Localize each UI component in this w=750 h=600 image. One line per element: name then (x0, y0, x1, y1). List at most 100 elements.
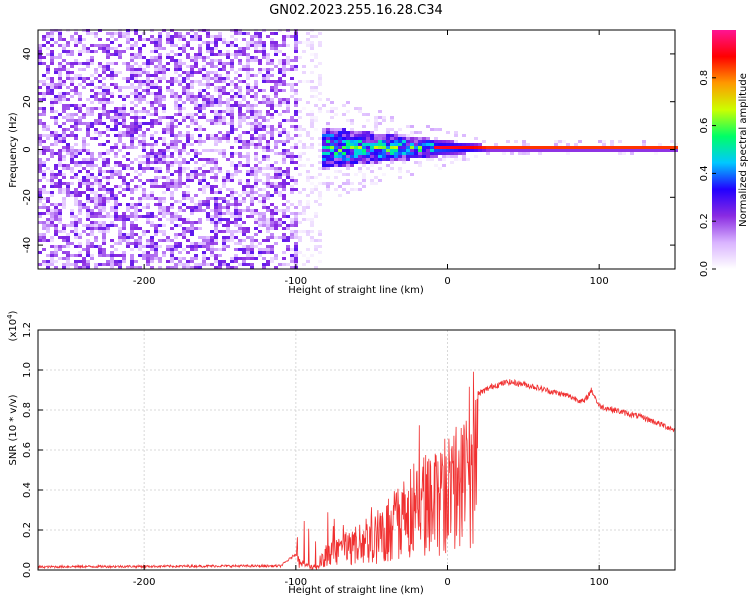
spectrogram-cell (230, 212, 234, 215)
spectrogram-cell (214, 158, 218, 161)
spectrogram-cell (330, 140, 334, 143)
spectrogram-cell (262, 263, 266, 266)
spectrogram-cell (254, 125, 258, 128)
spectrogram-cell (86, 263, 90, 266)
spectrogram-cell (146, 110, 150, 113)
spectrogram-cell (278, 236, 282, 239)
spectrogram-cell (214, 77, 218, 80)
spectrogram-cell (334, 161, 338, 164)
spectrogram-cell (94, 212, 98, 215)
spectrogram-cell (186, 176, 190, 179)
spectrogram-cell (94, 119, 98, 122)
spectrogram-cell (50, 236, 54, 239)
spectrogram-cell (186, 194, 190, 197)
spectrogram-cell (270, 212, 274, 215)
spectrogram-cell (38, 212, 42, 215)
spectrogram-cell (38, 188, 42, 191)
spectrogram-cell (278, 191, 282, 194)
spectrogram-cell (42, 134, 46, 137)
spectrogram-cell (134, 71, 138, 74)
spectrogram-cell (126, 113, 130, 116)
spectrogram-cell (482, 140, 486, 143)
spectrogram-cell (58, 77, 62, 80)
spectrogram-cell (62, 182, 66, 185)
spectrogram-cell (138, 167, 142, 170)
spectrogram-cell (286, 227, 290, 230)
spectrogram-cell (226, 209, 230, 212)
spectrogram-cell (42, 221, 46, 224)
spectrogram-cell (382, 155, 386, 158)
spectrogram-cell (206, 239, 210, 242)
spectrogram-cell (226, 239, 230, 242)
spectrogram-cell (166, 80, 170, 83)
spectrogram-cell (282, 197, 286, 200)
spectrogram-cell (130, 266, 134, 269)
spectrogram-cell (502, 152, 506, 155)
spectrogram-cell (194, 104, 198, 107)
spectrogram-cell (134, 170, 138, 173)
spectrogram-cell (154, 161, 158, 164)
spectrogram-cell (190, 116, 194, 119)
spectrogram-cell (150, 137, 154, 140)
spectrogram-cell (234, 257, 238, 260)
snr-ytick-label: 0.6 (22, 442, 33, 458)
spectrogram-cell (270, 89, 274, 92)
spectrogram-cell (262, 221, 266, 224)
spectrogram-cell (230, 239, 234, 242)
spectrogram-cell (358, 188, 362, 191)
spectrogram-cell (130, 140, 134, 143)
spectrogram-cell (246, 101, 250, 104)
spectrogram-cell (194, 173, 198, 176)
spectrogram-cell (102, 152, 106, 155)
spectrogram-cell (126, 218, 130, 221)
spectrogram-cell (330, 158, 334, 161)
spectrogram-cell (158, 62, 162, 65)
spectrogram-cell (250, 89, 254, 92)
spectrogram-cell (562, 146, 566, 149)
spectrogram-cell (130, 254, 134, 257)
spectrogram-cell (174, 248, 178, 251)
spectrogram-cell (230, 221, 234, 224)
spectrogram-cell (138, 197, 142, 200)
spectrogram-cell (194, 122, 198, 125)
spectrogram-cell (318, 110, 322, 113)
spectrogram-cell (262, 68, 266, 71)
spectrogram-cell (118, 263, 122, 266)
spectrogram-cell (358, 161, 362, 164)
spectrogram-cell (54, 134, 58, 137)
spectrogram-cell (338, 194, 342, 197)
spectrogram-cell (154, 83, 158, 86)
spectrogram-cell (358, 158, 362, 161)
spectrogram-cell (294, 248, 298, 251)
spectrogram-cell (46, 125, 50, 128)
spectrogram-cell (202, 209, 206, 212)
spectrogram-cell (210, 104, 214, 107)
spectrogram-cell (370, 131, 374, 134)
spectrogram-cell (66, 116, 70, 119)
spectrogram-cell (258, 170, 262, 173)
spectrogram-cell (294, 215, 298, 218)
spectrogram-cell (106, 227, 110, 230)
spectrogram-cell (70, 254, 74, 257)
spectrogram-cell (82, 137, 86, 140)
spectrogram-cell (330, 149, 334, 152)
spectrogram-cell (210, 158, 214, 161)
spectrogram-cell (254, 83, 258, 86)
spectrogram-cell (130, 260, 134, 263)
spectrogram-cell (246, 191, 250, 194)
spectrogram-cell (206, 158, 210, 161)
spectrogram-cell (122, 179, 126, 182)
spectrogram-cell (134, 32, 138, 35)
spectrogram-cell (314, 266, 318, 269)
spectrogram-cell (158, 80, 162, 83)
spectrogram-cell (302, 230, 306, 233)
spectrogram-cell (90, 50, 94, 53)
spectrogram-cell (226, 83, 230, 86)
spectrogram-cell (126, 239, 130, 242)
spectrogram-cell (282, 149, 286, 152)
spectrogram-cell (86, 182, 90, 185)
spectrogram-cell (62, 122, 66, 125)
spectrogram-cell (310, 119, 314, 122)
spectrogram-cell (114, 215, 118, 218)
spectrogram-cell (210, 197, 214, 200)
